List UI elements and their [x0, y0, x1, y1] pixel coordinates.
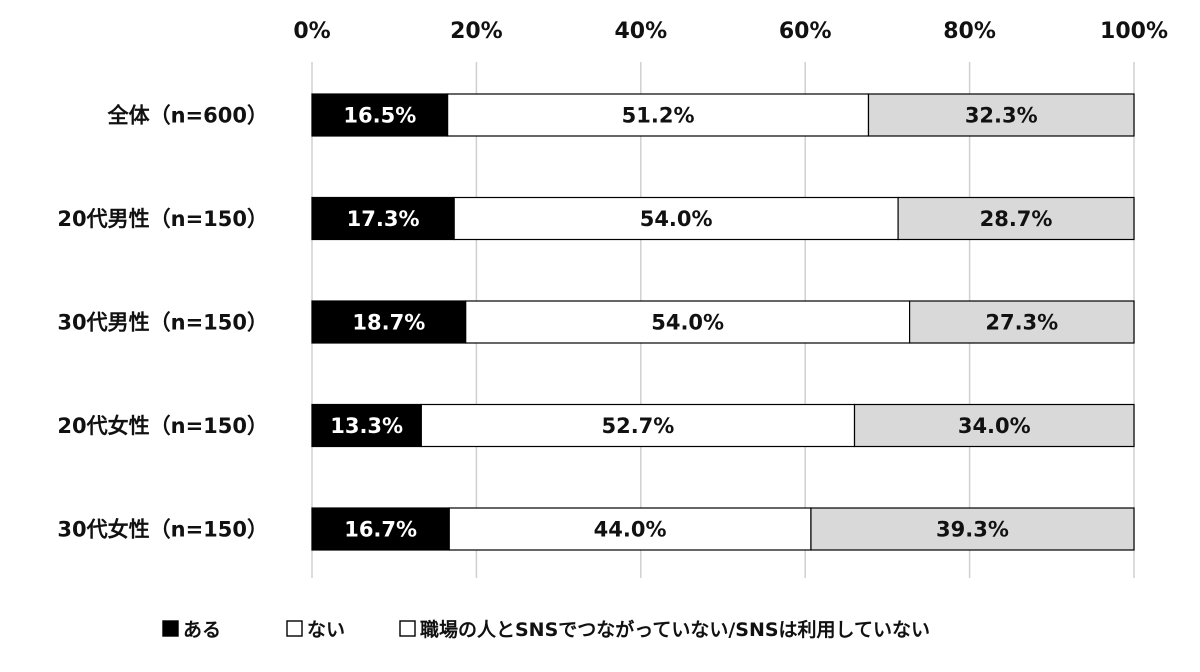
bar-segment-series-1 [448, 507, 812, 551]
bar-row: 13.3% 52.7% 34.0% [311, 403, 1135, 448]
bar-row: 17.3% 54.0% 28.7% [311, 196, 1135, 241]
x-tick-label: 0% [293, 19, 330, 44]
bar-data-label: 39.3% [936, 518, 1009, 542]
bar-segment-series-1 [420, 403, 856, 448]
bar-data-label: 16.7% [344, 518, 417, 542]
x-tick-label: 20% [450, 19, 503, 44]
bar-row: 16.7% 44.0% 39.3% [311, 507, 1135, 551]
legend-swatch [399, 620, 416, 637]
bar-segment-series-1 [453, 196, 899, 241]
legend-label: ある [183, 619, 221, 641]
legend-label: ない [307, 619, 345, 641]
bar-segment-series-2 [897, 196, 1135, 241]
category-label: 20代男性（n=150） [57, 207, 268, 231]
bars: 16.5% 51.2% 32.3% 17.3% 54.0% 28.7% 18.7% 54.0%… [311, 93, 1135, 551]
bar-data-label: 27.3% [985, 311, 1058, 335]
bar-segment-series-0 [311, 507, 450, 551]
category-label: 20代女性（n=150） [57, 414, 268, 438]
bar-segment-series-2 [810, 507, 1135, 551]
x-tick-label: 100% [1100, 19, 1168, 44]
bar-data-label: 16.5% [343, 104, 416, 128]
legend-item: ない [286, 619, 345, 641]
x-tick-label: 60% [779, 19, 832, 44]
bar-segment-series-0 [311, 196, 455, 241]
bar-row: 18.7% 54.0% 27.3% [311, 300, 1135, 344]
legend-label: 職場の人とSNSでつながっていない/SNSは利用していない [420, 618, 930, 641]
x-tick-label: 40% [614, 19, 667, 44]
bar-data-label: 17.3% [347, 207, 420, 231]
category-label: 全体（n=600） [107, 104, 268, 128]
bar-segment-series-2 [908, 300, 1135, 344]
x-axis-ticks: 0% 20% 40% 60% 80% 100% [293, 19, 1168, 44]
bar-segment-series-2 [867, 93, 1135, 137]
bar-data-label: 13.3% [330, 414, 403, 438]
bar-segment-series-0 [311, 300, 467, 344]
bar-row: 16.5% 51.2% 32.3% [311, 93, 1135, 137]
legend-swatch [286, 620, 303, 637]
bar-data-label: 28.7% [980, 207, 1053, 231]
category-label: 30代女性（n=150） [57, 518, 268, 542]
category-labels: 全体（n=600） 20代男性（n=150） 30代男性（n=150） 20代女性（n… [57, 104, 268, 542]
category-label: 30代男性（n=150） [57, 311, 268, 335]
bar-data-label: 52.7% [601, 414, 674, 438]
x-tick-label: 80% [943, 19, 996, 44]
bar-segment-series-1 [465, 300, 911, 344]
legend-item: ある [162, 619, 221, 641]
bar-data-label: 18.7% [352, 311, 425, 335]
legend-swatch [162, 620, 179, 637]
legend: ある ない 職場の人とSNSでつながっていない/SNSは利用していない [162, 618, 930, 641]
legend-item: 職場の人とSNSでつながっていない/SNSは利用していない [399, 618, 930, 641]
bar-data-label: 44.0% [594, 518, 667, 542]
bar-data-label: 54.0% [640, 207, 713, 231]
bar-segment-series-2 [853, 403, 1135, 448]
bar-segment-series-0 [311, 93, 449, 137]
bar-segment-series-0 [311, 403, 422, 448]
bar-data-label: 34.0% [958, 414, 1031, 438]
bar-data-label: 32.3% [965, 104, 1038, 128]
bar-data-label: 54.0% [651, 311, 724, 335]
bar-data-label: 51.2% [622, 104, 695, 128]
